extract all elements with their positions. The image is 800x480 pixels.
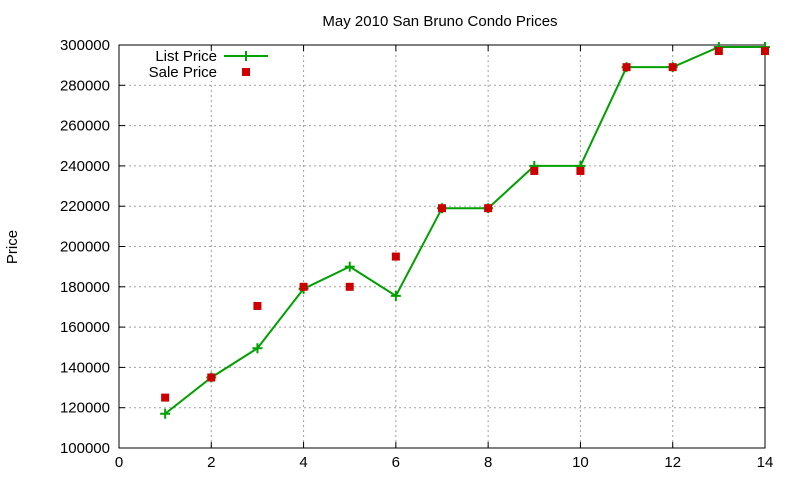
sale-price-point [530, 166, 539, 175]
y-tick-label: 260000 [60, 118, 110, 135]
sale-price-point [576, 166, 585, 175]
series-layer [160, 42, 770, 419]
sale-price-point [668, 63, 677, 72]
sale-price-point [438, 204, 446, 213]
sale-price-point [253, 301, 262, 310]
y-tick-label: 100000 [60, 440, 110, 457]
axes-layer: 0 2 4 6 8 10 12 14 100000 120000 140000 160000 18000… [60, 37, 773, 471]
grid-layer [119, 45, 765, 448]
x-tick-label: 6 [392, 454, 400, 471]
legend-label: Sale Price [149, 64, 217, 81]
x-tick-label: 10 [572, 454, 589, 471]
y-tick-label: 140000 [60, 359, 110, 376]
chart-title: May 2010 San Bruno Condo Prices [322, 13, 557, 30]
list-price-line [164, 46, 765, 415]
x-tick-label: 0 [115, 454, 123, 471]
y-tick-label: 180000 [60, 279, 110, 296]
legend-background [145, 47, 273, 81]
x-tick-label: 2 [207, 454, 215, 471]
x-tick-label: 8 [484, 454, 492, 471]
list-price-point [390, 290, 401, 301]
list-price-point [344, 261, 355, 272]
x-tick-label: 12 [664, 454, 681, 471]
legend-label: List Price [155, 48, 217, 65]
y-axis-label: Price [4, 230, 21, 264]
y-tick-label: 160000 [60, 319, 110, 336]
list-price-point [160, 408, 171, 419]
y-tick-label: 120000 [60, 400, 110, 417]
sale-price-point [484, 204, 493, 213]
sale-price-point [714, 47, 723, 56]
sale-price-point [299, 282, 308, 291]
x-tick-label: 4 [299, 454, 307, 471]
sale-price-point [207, 373, 216, 382]
legend-square-swatch [242, 68, 250, 76]
y-tick-label: 220000 [60, 198, 110, 215]
list-price-point [252, 343, 263, 354]
sale-price-point [161, 393, 170, 402]
sale-price-point [391, 252, 400, 261]
sale-price-point [345, 282, 354, 291]
y-tick-label: 200000 [60, 239, 110, 256]
y-tick-label: 300000 [60, 37, 110, 54]
y-tick-label: 240000 [60, 158, 110, 175]
sale-price-point [622, 63, 631, 72]
sale-price-point [761, 47, 769, 56]
y-tick-label: 280000 [60, 77, 110, 94]
x-tick-label: 14 [757, 454, 774, 471]
